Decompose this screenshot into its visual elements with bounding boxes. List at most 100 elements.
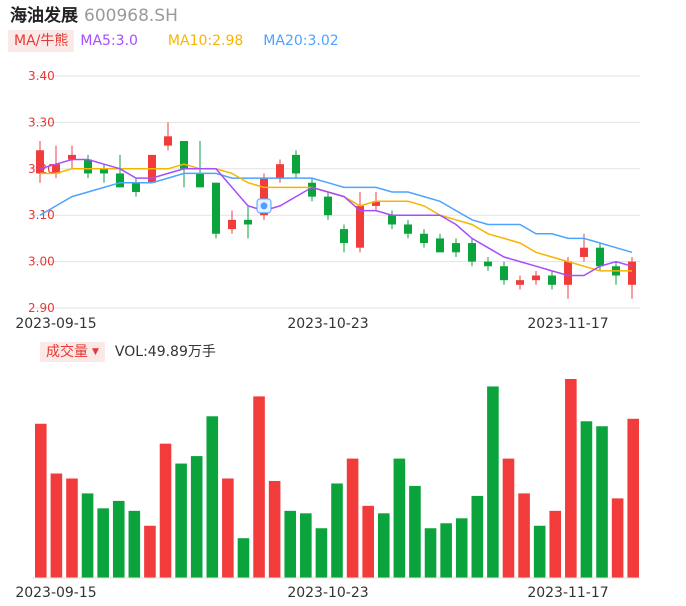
volume-bar [331, 483, 343, 578]
volume-bar [393, 458, 406, 578]
volume-date-label: 2023-11-17 [527, 585, 608, 601]
candle [532, 275, 540, 281]
volume-bar [237, 538, 250, 578]
stock-name: 海油发展 [10, 6, 78, 26]
volume-bar [487, 386, 499, 578]
volume-bar [253, 396, 265, 578]
candle [500, 266, 508, 281]
candle [308, 182, 316, 197]
candle [436, 238, 444, 253]
volume-bar [377, 513, 390, 578]
ma-legend: MA/牛熊 MA5:3.0 MA10:2.98 MA20:3.02 [8, 30, 339, 52]
candle [340, 229, 348, 244]
volume-bar [596, 426, 608, 578]
volume-bar [455, 518, 468, 578]
volume-bar [502, 458, 515, 578]
candle [260, 178, 268, 216]
volume-bar [611, 498, 624, 578]
volume-bar [300, 513, 312, 578]
candle [196, 173, 204, 188]
volume-bar [268, 480, 281, 578]
volume-bar [362, 505, 374, 578]
volume-bar [284, 510, 297, 578]
candle [228, 219, 236, 230]
candle [68, 154, 76, 160]
ma-toggle-button[interactable]: MA/牛熊 [8, 30, 75, 52]
candle [164, 136, 172, 146]
candle [484, 261, 492, 267]
volume-bar [175, 463, 187, 578]
volume-date-label: 2023-10-23 [287, 585, 368, 601]
ma20-line [39, 172, 633, 254]
candle [132, 182, 140, 192]
volume-legend: 成交量 ▼ VOL:49.89万手 [40, 342, 216, 362]
candle [372, 201, 380, 206]
candle [580, 247, 588, 257]
volume-toggle-button[interactable]: 成交量 ▼ [40, 342, 105, 362]
price-tick-label: 3.30 [28, 115, 55, 129]
ma10-label: MA10:2.98 [167, 33, 244, 49]
volume-bar [346, 458, 359, 578]
price-tick-label: 3.00 [28, 255, 55, 269]
volume-date-label: 2023-09-15 [15, 585, 96, 601]
candle [596, 247, 604, 267]
volume-bar [549, 510, 562, 578]
volume-bar [627, 418, 639, 578]
candle [548, 275, 556, 285]
volume-bar [35, 423, 47, 578]
candle [212, 182, 220, 234]
volume-bar [518, 493, 530, 578]
stock-header: 海油发展 600968.SH [10, 4, 178, 28]
candle [564, 261, 572, 285]
volume-bar [440, 523, 452, 578]
price-date-label: 2023-10-23 [287, 316, 368, 332]
volume-bar [471, 495, 484, 578]
candle [356, 205, 364, 248]
candle [388, 215, 396, 225]
caret-down-icon: ▼ [92, 347, 99, 357]
event-marker-icon [256, 198, 272, 214]
volume-bar [66, 478, 78, 578]
candle [420, 233, 428, 244]
volume-bar [206, 416, 219, 578]
candle [516, 280, 524, 285]
candle [276, 164, 284, 179]
candle [244, 219, 252, 225]
volume-bar [128, 510, 141, 578]
volume-bar [97, 508, 109, 578]
ma20-label: MA20:3.02 [263, 33, 339, 49]
volume-bar [50, 473, 63, 578]
price-date-label: 2023-09-15 [15, 316, 96, 332]
ma5-line [39, 158, 633, 277]
volume-value: VOL:49.89万手 [114, 344, 216, 360]
price-date-label: 2023-11-17 [527, 316, 608, 332]
candle [52, 164, 60, 174]
volume-bar [144, 525, 156, 578]
candle [292, 154, 300, 174]
candle [84, 159, 92, 174]
price-tick-label: 2.90 [28, 301, 55, 315]
ma10-line [40, 163, 632, 272]
event-marker-dot [260, 202, 268, 210]
volume-bar [222, 478, 234, 578]
volume-bar [112, 500, 125, 578]
volume-toggle-label: 成交量 [46, 344, 88, 360]
candle [452, 243, 460, 253]
ma5-label: MA5:3.0 [80, 33, 138, 49]
volume-bar [565, 378, 577, 578]
volume-bar [424, 528, 437, 578]
volume-bar [580, 421, 593, 578]
stock-code: 600968.SH [84, 6, 178, 26]
candle [180, 140, 188, 169]
candle [100, 168, 108, 174]
candle [116, 173, 124, 188]
candle [324, 196, 332, 216]
volume-bar [533, 525, 546, 578]
volume-bar [159, 443, 172, 578]
volume-bar [409, 485, 421, 578]
volume-bar [81, 493, 94, 578]
candle [468, 243, 476, 262]
candle [404, 224, 412, 234]
price-tick-label: 3.40 [28, 69, 55, 83]
